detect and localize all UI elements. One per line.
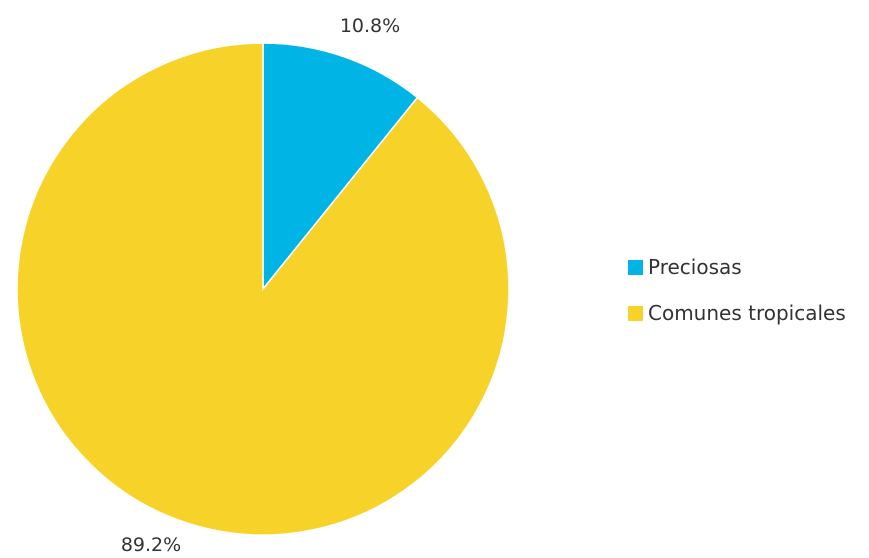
legend-swatch-preciosas xyxy=(628,259,643,275)
legend-label-preciosas: Preciosas xyxy=(648,255,742,279)
legend: Preciosas Comunes tropicales xyxy=(628,254,868,346)
data-label-preciosas: 10.8% xyxy=(340,15,400,37)
pie-slice-comunes-tropicales xyxy=(16,42,510,536)
legend-item-preciosas: Preciosas xyxy=(628,254,868,280)
pie-data-labels: 10.8% 89.2% xyxy=(121,15,400,556)
legend-label-comunes-tropicales: Comunes tropicales xyxy=(648,301,846,325)
pie-slices xyxy=(16,42,510,536)
pie-slice-preciosas xyxy=(262,42,419,292)
legend-swatch-comunes-tropicales xyxy=(628,305,643,321)
legend-item-comunes-tropicales: Comunes tropicales xyxy=(628,300,868,326)
data-label-comunes-tropicales: 89.2% xyxy=(121,534,181,556)
